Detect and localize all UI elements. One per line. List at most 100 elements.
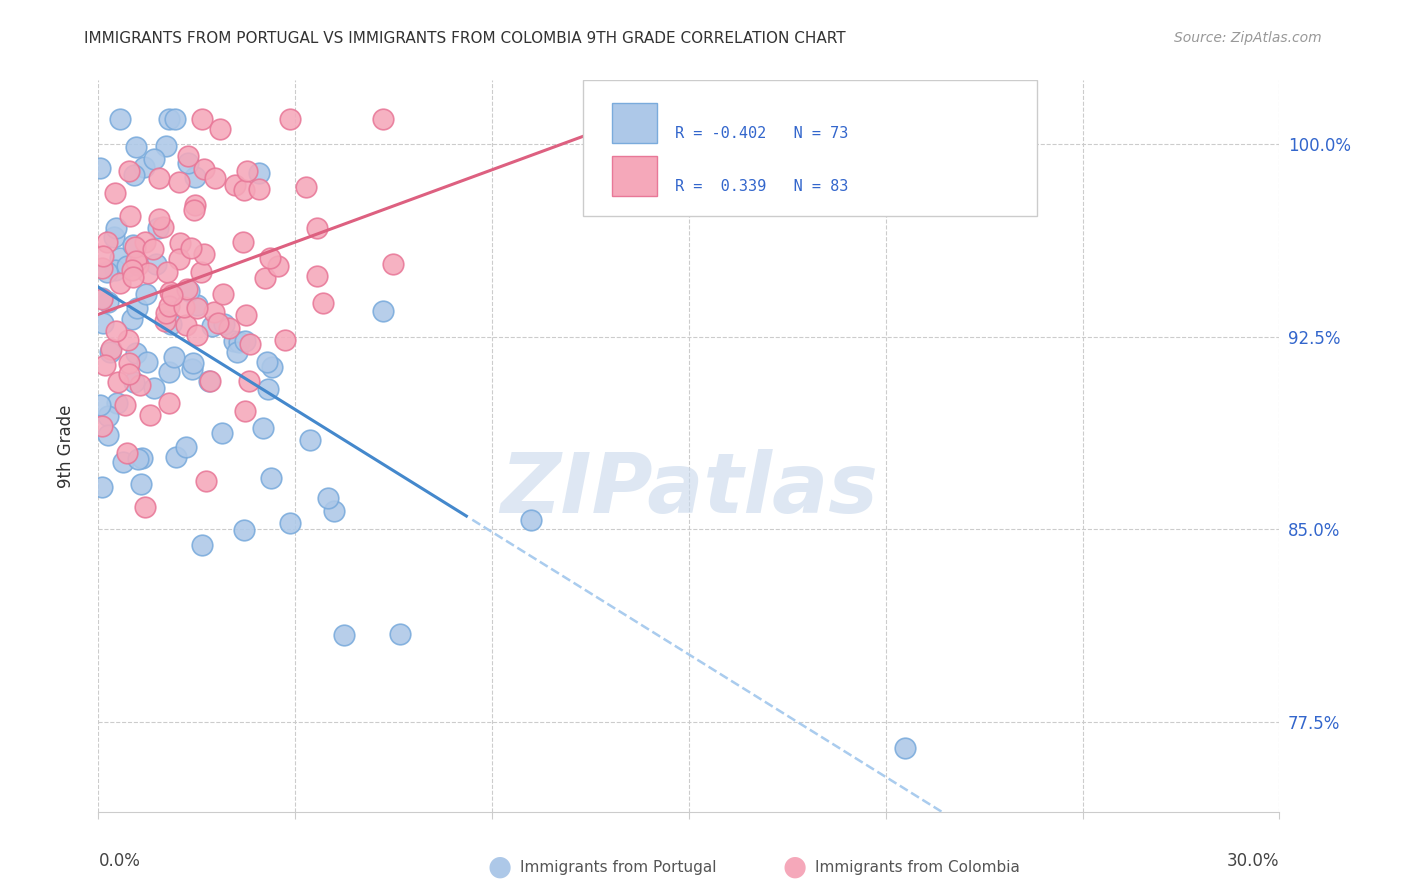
Point [211,425,233,440]
Point [91,249,114,263]
Point [299,433,322,447]
Point [122,237,145,252]
Point [218,321,240,335]
Point [204,171,226,186]
Point [157,299,180,313]
Point [103,230,125,244]
Point [174,318,197,332]
Point [169,236,191,251]
Point [252,421,274,435]
Point [519,513,541,527]
Point [186,301,208,315]
Point [166,450,188,464]
Point [232,235,254,249]
Point [127,452,149,467]
Point [122,269,145,284]
Point [232,523,254,537]
Point [239,336,262,351]
Point [225,345,247,359]
Point [121,263,143,277]
Point [104,186,127,200]
Point [316,491,339,505]
Text: Immigrants from Portugal: Immigrants from Portugal [520,860,717,874]
Text: Source: ZipAtlas.com: Source: ZipAtlas.com [1174,31,1322,45]
Point [235,308,257,322]
Point [91,480,114,494]
Point [91,291,114,305]
Point [157,396,180,410]
Point [127,301,149,315]
Point [124,240,146,254]
Point [177,284,200,298]
Point [114,398,136,412]
Point [112,455,135,469]
Point [124,168,146,182]
Point [142,381,165,395]
Point [191,538,214,552]
Point [305,220,328,235]
Point [180,361,202,376]
Point [165,112,187,126]
Point [100,342,122,356]
Point [197,374,219,388]
Point [105,221,128,235]
Point [267,259,290,273]
Point [183,203,205,218]
Point [323,504,346,518]
Point [312,296,335,310]
Point [148,212,170,227]
Point [278,112,301,126]
Point [167,252,190,267]
Point [173,300,195,314]
Point [256,355,278,369]
Point [371,304,394,318]
Point [110,251,132,265]
Point [157,112,180,126]
Point [333,628,356,642]
Point [91,292,114,306]
Point [96,265,118,279]
Point [381,257,404,271]
FancyBboxPatch shape [582,80,1038,216]
Point [134,500,156,514]
Point [176,282,198,296]
Point [117,333,139,347]
Point [160,288,183,302]
FancyBboxPatch shape [612,103,657,143]
Point [305,268,328,283]
Point [224,334,246,349]
Point [184,170,207,185]
Point [129,476,152,491]
Point [160,318,183,332]
Point [208,121,231,136]
Point [122,375,145,389]
Text: ZIPatlas: ZIPatlas [501,450,877,531]
Point [104,324,127,338]
Point [224,178,246,193]
FancyBboxPatch shape [612,156,657,196]
Text: ●: ● [782,853,807,881]
Point [155,139,177,153]
Point [145,257,167,271]
Point [155,306,177,320]
Point [295,180,318,194]
Point [115,260,138,274]
Point [212,287,235,301]
Point [201,319,224,334]
Point [108,112,131,126]
Text: Immigrants from Colombia: Immigrants from Colombia [815,860,1021,874]
Point [91,260,114,275]
Text: R =  0.339   N = 83: R = 0.339 N = 83 [675,179,848,194]
Point [96,235,118,249]
Point [117,446,139,460]
Point [96,409,118,423]
Y-axis label: 9th Grade: 9th Grade [56,404,75,488]
Point [194,474,217,488]
Point [278,516,301,530]
Point [256,382,278,396]
Point [259,251,281,265]
Text: ●: ● [486,853,512,881]
Point [91,418,114,433]
Point [233,404,256,418]
Point [207,316,229,330]
